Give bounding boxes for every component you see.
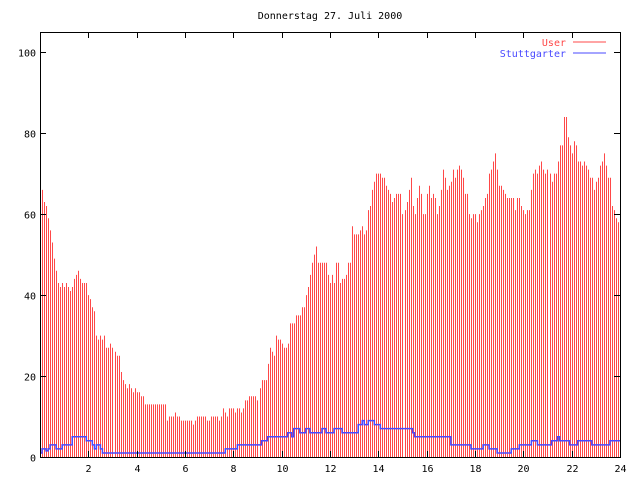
y-tick-label: 40 [24,292,36,303]
x-tick-label: 12 [324,464,336,475]
x-tick-label: 10 [276,464,288,475]
x-tick-label: 14 [372,464,384,475]
x-tick-label: 20 [517,464,529,475]
y-tick-label: 60 [24,211,36,222]
y-tick-label: 20 [24,373,36,384]
x-tick-label: 8 [230,464,236,475]
x-tick-label: 24 [614,464,626,475]
user-series [40,117,619,457]
legend: User Stuttgarter [500,38,606,60]
x-tick-label: 2 [85,464,91,475]
legend-label-user: User [542,38,566,49]
y-tick-label: 100 [18,49,36,60]
legend-label-stuttgarter: Stuttgarter [500,49,566,60]
x-tick-label: 18 [469,464,481,475]
x-tick-label: 4 [134,464,140,475]
stuttgarter-line [40,419,620,454]
y-tick-label: 0 [30,454,36,465]
y-tick-label: 80 [24,130,36,141]
stuttgarter-series [40,419,620,454]
x-tick-label: 16 [421,464,433,475]
x-tick-label: 6 [182,464,188,475]
chart-title: Donnerstag 27. Juli 2000 [258,11,403,22]
x-tick-label: 22 [566,464,578,475]
